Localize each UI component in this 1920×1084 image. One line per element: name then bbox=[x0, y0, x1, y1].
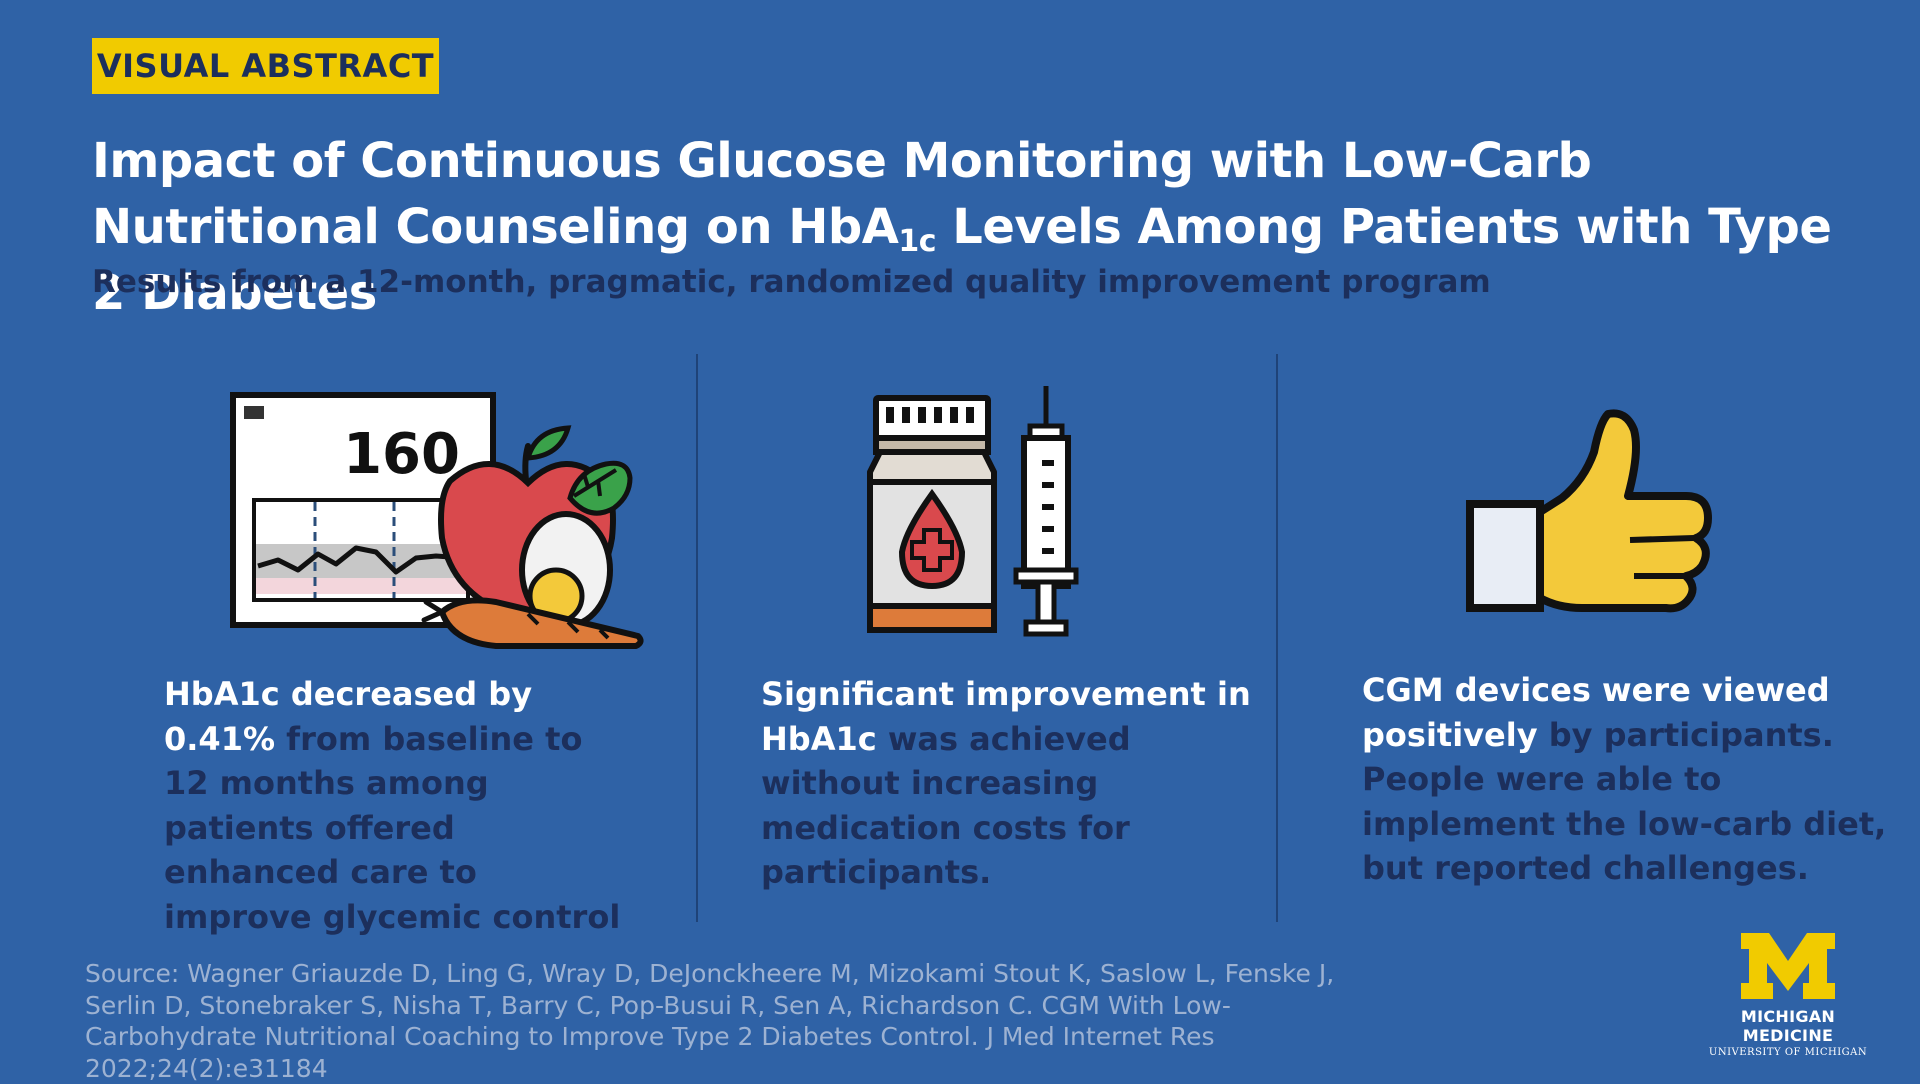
medicine-bottle-syringe-icon bbox=[867, 386, 1079, 637]
column-2-rest: was achieved without increasing medicati… bbox=[761, 719, 1131, 892]
thumbs-up-icon bbox=[1466, 409, 1712, 613]
column-1-highlight: HbA1c decreased by 0.41% bbox=[164, 675, 533, 758]
michigan-medicine-logo: MICHIGAN MEDICINE UNIVERSITY OF MICHIGAN bbox=[1698, 933, 1878, 1058]
column-1-rest: from baseline to 12 months among patient… bbox=[164, 719, 621, 936]
block-m-icon bbox=[1741, 933, 1835, 999]
column-3-text: CGM devices were viewed positively by pa… bbox=[1362, 668, 1902, 891]
logo-university: UNIVERSITY OF MICHIGAN bbox=[1708, 1047, 1868, 1058]
title-part-1: Impact of Continuous Glucose Monitoring … bbox=[92, 133, 1592, 255]
page-subtitle: Results from a 12-month, pragmatic, rand… bbox=[92, 264, 1491, 300]
logo-name: MICHIGAN MEDICINE bbox=[1740, 1007, 1836, 1045]
column-divider bbox=[1276, 354, 1278, 922]
column-1-text: HbA1c decreased by 0.41% from baseline t… bbox=[164, 672, 634, 939]
page-title: Impact of Continuous Glucose Monitoring … bbox=[92, 128, 1872, 326]
column-2-highlight: Significant improvement in HbA1c bbox=[761, 675, 1251, 758]
title-subscript: 1c bbox=[898, 224, 937, 259]
monitor-reading: 160 bbox=[343, 422, 460, 487]
column-3-rest: by participants. People were able to imp… bbox=[1362, 715, 1887, 888]
visual-abstract-tag: VISUAL ABSTRACT bbox=[92, 38, 439, 94]
source-citation: Source: Wagner Griauzde D, Ling G, Wray … bbox=[85, 959, 1335, 1083]
column-2-text: Significant improvement in HbA1c was ach… bbox=[761, 672, 1251, 895]
glucose-monitor-food-icon: 160 bbox=[230, 392, 644, 649]
column-divider bbox=[696, 354, 698, 922]
title-part-2: Levels Among Patients with Type 2 Diabet… bbox=[92, 199, 1832, 321]
column-3-highlight: CGM devices were viewed positively bbox=[1362, 671, 1830, 754]
